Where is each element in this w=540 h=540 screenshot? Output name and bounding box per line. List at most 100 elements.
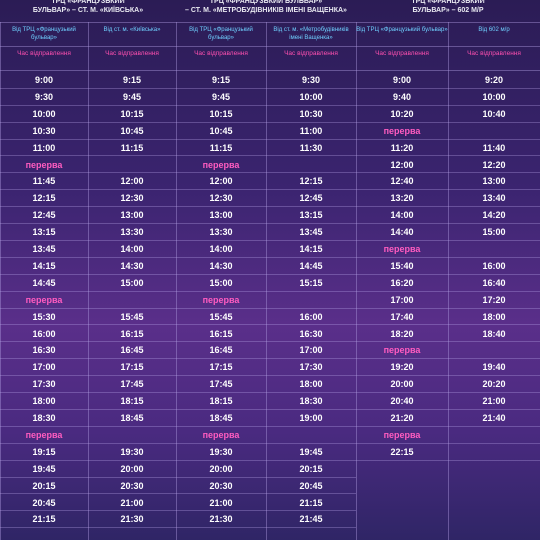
departure-time: 17:15	[88, 359, 176, 377]
departure-time: 10:20	[356, 106, 448, 123]
departure-time: 16:00	[266, 309, 356, 326]
departure-time: 21:15	[266, 495, 356, 512]
column-divider	[0, 22, 1, 540]
departure-time: 9:30	[266, 72, 356, 89]
departure-time: 11:15	[88, 140, 176, 157]
departure-time: 12:45	[266, 190, 356, 208]
departure-time: 10:15	[88, 106, 176, 123]
break-label: перерва	[356, 241, 448, 258]
departure-time: 17:45	[176, 376, 266, 394]
departure-time: 18:15	[176, 393, 266, 410]
departure-time: 18:30	[266, 393, 356, 410]
departure-time: 18:45	[176, 410, 266, 427]
departure-time: 18:00	[266, 376, 356, 394]
departure-time: 13:15	[0, 224, 88, 241]
route-title: ТРЦ «ФРАНЦУЗЬКИЙ БУЛЬВАР» – 602 М/Р	[356, 0, 540, 25]
departure-time: 16:30	[266, 326, 356, 343]
departure-time: 15:00	[88, 275, 176, 292]
departure-time: 19:30	[88, 444, 176, 461]
departure-time: 10:00	[266, 89, 356, 106]
route-2: ТРЦ «ФРАНЦУЗЬКИЙ БУЛЬВАР» – СТ. М. «МЕТРО…	[176, 0, 356, 540]
column-divider	[266, 22, 267, 540]
departure-time: 12:40	[356, 173, 448, 191]
departure-time: 15:45	[176, 309, 266, 326]
departure-time: 15:15	[266, 275, 356, 292]
departure-time: 20:20	[448, 376, 540, 394]
departure-time: 16:15	[88, 326, 176, 343]
departure-time: 10:30	[0, 123, 88, 140]
departure-time: 21:30	[176, 511, 266, 529]
departure-time: 12:00	[88, 173, 176, 191]
break-label: перерва	[0, 427, 88, 444]
departure-time: 10:45	[176, 123, 266, 140]
departure-time: 9:00	[356, 72, 448, 89]
timetable-column: Від ТРЦ «Французький бульвар» Час відправ…	[0, 0, 88, 540]
departure-time: 14:00	[176, 241, 266, 258]
departure-time: 16:40	[448, 275, 540, 292]
departure-time: 20:15	[0, 478, 88, 495]
break-row	[266, 157, 356, 174]
departure-time: 21:00	[88, 495, 176, 512]
route-title: ТРЦ «ФРАНЦУЗЬКИЙ БУЛЬВАР» – СТ. М. «МЕТРО…	[176, 0, 356, 25]
departure-time: 15:00	[448, 224, 540, 241]
break-row	[448, 427, 540, 444]
departure-time: 19:15	[0, 444, 88, 461]
departure-time: 9:45	[88, 89, 176, 106]
departure-time: 12:15	[0, 190, 88, 208]
departure-time: 13:40	[448, 190, 540, 208]
break-label: перерва	[176, 292, 266, 309]
departure-time: 21:45	[266, 511, 356, 529]
departure-time: 10:00	[448, 89, 540, 106]
departure-time: 21:20	[356, 410, 448, 427]
departure-time: 19:00	[266, 410, 356, 427]
header-divider	[356, 46, 540, 47]
departure-time: 18:30	[0, 410, 88, 427]
route-title-line: – СТ. М. «МЕТРОБУДІВНИКІВ ІМЕНІ ВАЩЕНКА»	[185, 7, 347, 14]
departure-time: 14:30	[176, 258, 266, 275]
column-subheader: Час відправлення	[467, 50, 521, 57]
departure-time: 11:40	[448, 140, 540, 157]
departure-time: 11:30	[266, 140, 356, 157]
departure-time: 17:00	[0, 359, 88, 377]
departure-time: 14:40	[356, 224, 448, 241]
break-row	[266, 292, 356, 309]
departure-time: 19:30	[176, 444, 266, 461]
column-subheader: Час відправлення	[284, 50, 338, 57]
departure-time: 18:00	[0, 393, 88, 410]
departure-time: 14:15	[266, 241, 356, 258]
departure-time: 20:00	[176, 461, 266, 478]
departure-time: 13:30	[88, 224, 176, 241]
break-label: перерва	[176, 157, 266, 174]
departure-time: 13:20	[356, 190, 448, 208]
break-row	[448, 123, 540, 140]
departure-time: 13:30	[176, 224, 266, 241]
departure-time: 20:40	[356, 393, 448, 410]
departure-time: 11:20	[356, 140, 448, 157]
departure-time: 16:20	[356, 275, 448, 292]
break-label: перерва	[356, 123, 448, 140]
route-title: ТРЦ «ФРАНЦУЗЬКИЙ БУЛЬВАР» – СТ. М. «КИЇВС…	[0, 0, 176, 25]
column-subheader: Час відправлення	[375, 50, 429, 57]
departure-time: 15:00	[176, 275, 266, 292]
departure-time: 17:30	[266, 359, 356, 377]
departure-time: 15:45	[88, 309, 176, 326]
departure-time: 9:15	[88, 72, 176, 89]
departure-time: 10:30	[266, 106, 356, 123]
departure-time: 14:00	[88, 241, 176, 258]
column-header: Від ТРЦ «Французький бульвар»	[189, 27, 253, 41]
timetable-column: Від 602 м/р Час відправлення	[448, 0, 540, 540]
departure-time: 20:15	[266, 461, 356, 478]
departure-time: 19:45	[266, 444, 356, 461]
departure-time: 21:40	[448, 410, 540, 427]
departure-time: 17:00	[266, 342, 356, 360]
column-divider	[356, 22, 357, 540]
departure-time: 14:15	[0, 258, 88, 275]
departure-time: 12:30	[176, 190, 266, 208]
column-header: Від ст. м. «Київська»	[103, 27, 161, 33]
break-row	[448, 241, 540, 258]
departure-time: 14:30	[88, 258, 176, 275]
departure-time: 14:20	[448, 207, 540, 225]
departure-time: 13:45	[0, 241, 88, 258]
route-title-line: БУЛЬВАР» – 602 М/Р	[412, 7, 484, 14]
